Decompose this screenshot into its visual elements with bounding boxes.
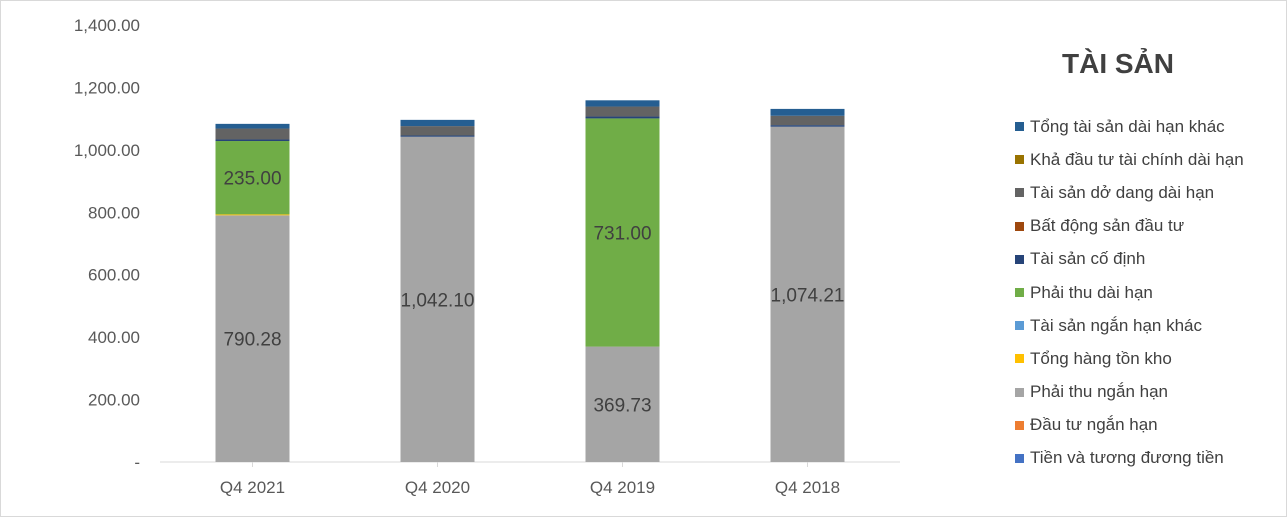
legend-label: Đầu tư ngắn hạn bbox=[1030, 415, 1158, 435]
legend-swatch bbox=[1015, 453, 1024, 463]
bar-segment bbox=[400, 136, 475, 462]
legend-label: Khả đầu tư tài chính dài hạn bbox=[1030, 149, 1244, 169]
data-label: 369.73 bbox=[593, 395, 651, 416]
x-tick-label: Q4 2018 bbox=[775, 478, 840, 497]
chart-title: TÀI SẢN bbox=[1062, 48, 1174, 79]
legend-item: Bất động sản đầu tư bbox=[1015, 210, 1244, 243]
legend-label: Tổng hàng tồn kho bbox=[1030, 348, 1172, 368]
legend-swatch bbox=[1015, 321, 1024, 331]
bar-segment bbox=[400, 135, 475, 137]
bar-segment bbox=[585, 346, 660, 462]
legend-label: Tài sản ngắn hạn khác bbox=[1030, 315, 1203, 335]
legend-label: Tài sản dở dang dài hạn bbox=[1030, 182, 1215, 202]
x-tick-label: Q4 2019 bbox=[590, 478, 655, 497]
legend-item: Phải thu ngắn hạn bbox=[1015, 376, 1244, 409]
bar-segment bbox=[585, 100, 660, 107]
x-tick-label: Q4 2021 bbox=[220, 478, 285, 497]
y-tick-label: 600.00 bbox=[88, 266, 140, 285]
y-tick-label: 1,000.00 bbox=[74, 141, 140, 160]
y-tick-label: 1,200.00 bbox=[74, 78, 140, 97]
y-tick-label: 200.00 bbox=[88, 391, 140, 410]
legend-item: Phải thu dài hạn bbox=[1015, 276, 1244, 309]
bar-segment bbox=[585, 118, 660, 347]
y-tick-label: 1,400.00 bbox=[74, 16, 140, 35]
legend-swatch bbox=[1015, 288, 1024, 298]
data-label: 1,042.10 bbox=[401, 290, 475, 311]
data-label: 1,074.21 bbox=[771, 285, 845, 306]
legend-label: Phải thu ngắn hạn bbox=[1030, 382, 1169, 402]
bar-segment bbox=[585, 116, 660, 119]
bar-segment bbox=[215, 141, 290, 215]
bar-segment bbox=[770, 115, 845, 126]
legend-swatch bbox=[1015, 420, 1024, 430]
legend-item: Tài sản dở dang dài hạn bbox=[1015, 176, 1244, 209]
bar-segment bbox=[215, 214, 290, 216]
legend-swatch bbox=[1015, 354, 1024, 364]
legend-swatch bbox=[1015, 221, 1024, 231]
bar-segment bbox=[215, 215, 290, 462]
bar-segment bbox=[585, 106, 660, 117]
y-tick-label: 800.00 bbox=[88, 203, 140, 222]
bar-segment bbox=[400, 126, 475, 136]
data-label: 790.28 bbox=[223, 330, 281, 351]
legend-label: Tài sản cố định bbox=[1030, 249, 1146, 269]
bar-segment bbox=[400, 119, 475, 127]
legend-swatch bbox=[1015, 387, 1024, 397]
legend-swatch bbox=[1015, 188, 1024, 198]
bar-segment bbox=[215, 139, 290, 142]
legend-item: Tiền và tương đương tiền bbox=[1015, 442, 1244, 475]
bar-segment bbox=[770, 126, 845, 462]
legend-item: Tài sản ngắn hạn khác bbox=[1015, 309, 1244, 342]
bar-segment bbox=[770, 125, 845, 127]
legend-label: Phải thu dài hạn bbox=[1030, 282, 1153, 302]
data-label: 235.00 bbox=[223, 169, 281, 190]
legend: Tổng tài sản dài hạn khác Khả đầu tư tài … bbox=[1015, 110, 1244, 475]
legend-item: Khả đầu tư tài chính dài hạn bbox=[1015, 143, 1244, 176]
legend-label: Tiền và tương đương tiền bbox=[1030, 448, 1224, 468]
bar-segment bbox=[770, 108, 845, 116]
legend-swatch bbox=[1015, 254, 1024, 264]
legend-item: Tổng hàng tồn kho bbox=[1015, 342, 1244, 375]
legend-item: Đầu tư ngắn hạn bbox=[1015, 409, 1244, 442]
legend-label: Tổng tài sản dài hạn khác bbox=[1030, 116, 1225, 136]
x-tick-label: Q4 2020 bbox=[405, 478, 470, 497]
bar-segment bbox=[215, 123, 290, 129]
data-label: 731.00 bbox=[593, 224, 651, 245]
legend-swatch bbox=[1015, 155, 1024, 165]
y-tick-label: - bbox=[134, 453, 140, 472]
legend-label: Bất động sản đầu tư bbox=[1030, 216, 1185, 236]
y-tick-label: 400.00 bbox=[88, 328, 140, 347]
legend-item: Tổng tài sản dài hạn khác bbox=[1015, 110, 1244, 143]
legend-item: Tài sản cố định bbox=[1015, 243, 1244, 276]
bar-segment bbox=[215, 128, 290, 140]
legend-swatch bbox=[1015, 122, 1024, 132]
